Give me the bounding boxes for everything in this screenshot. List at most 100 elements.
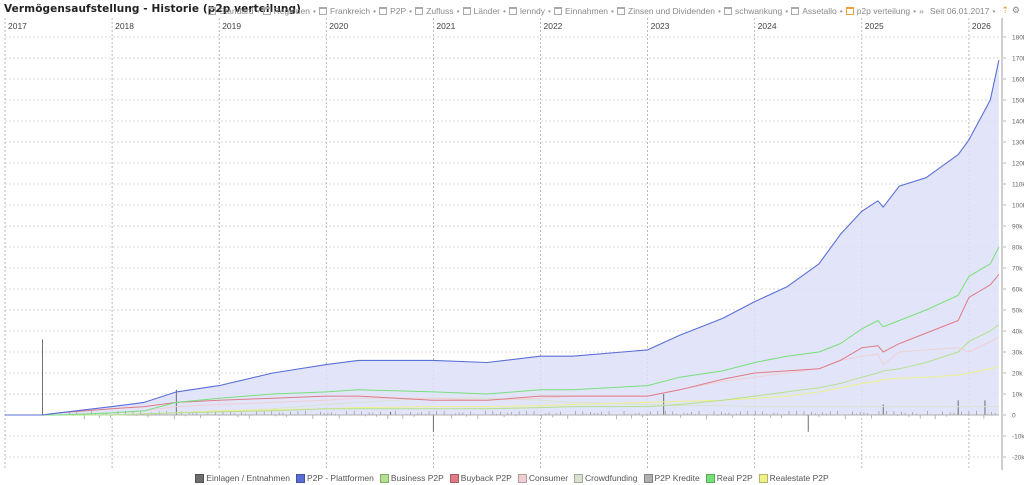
- tab-label: Standard: [219, 5, 254, 16]
- series-line-p2p-plattformen[interactable]: [5, 59, 1000, 416]
- legend-item-einlagen-entnahmen[interactable]: Einlagen / Entnahmen: [195, 473, 290, 483]
- tab-separator: •: [992, 5, 996, 16]
- x-tick-label: 2022: [544, 21, 563, 31]
- tab-separator: •: [717, 5, 721, 16]
- tab-separator: •: [548, 5, 552, 16]
- legend-item-crowdfunding[interactable]: Crowdfunding: [574, 473, 638, 483]
- y-tick-label: 20k: [1012, 371, 1023, 378]
- y-tick-label: 10k: [1012, 392, 1023, 399]
- y-tick-label: 90k: [1012, 224, 1023, 231]
- y-tick-label: -20k: [1012, 455, 1024, 462]
- y-tick-label: 0: [1012, 413, 1016, 420]
- legend-label: Realestate P2P: [769, 473, 829, 483]
- tab-separator: •: [456, 5, 460, 16]
- tab-label: Einnahmen: [565, 5, 609, 16]
- tab-separator: •: [256, 5, 260, 16]
- tab-separator: •: [503, 5, 506, 16]
- x-tick-label: 2021: [436, 21, 455, 31]
- tab-einnahmen[interactable]: Einnahmen: [554, 6, 608, 16]
- legend-item-realestate-p2p[interactable]: Realestate P2P: [758, 473, 829, 483]
- y-tick-label: 50k: [1012, 308, 1023, 315]
- tab-separator: •: [409, 5, 413, 16]
- more-tabs-button[interactable]: »: [919, 5, 924, 16]
- chart-header: Vermögensaufstellung - Historie (p2p ver…: [0, 0, 1024, 20]
- legend-item-consumer[interactable]: Consumer: [517, 473, 568, 483]
- legend-label: Buyback P2P: [460, 473, 512, 483]
- tab-separator: •: [611, 5, 615, 16]
- tab-p2p[interactable]: P2P: [379, 6, 406, 16]
- legend-swatch: [705, 473, 715, 483]
- legend-swatch: [758, 473, 768, 483]
- y-tick-label: 180k: [1012, 35, 1024, 42]
- legend-label: Crowdfunding: [585, 473, 638, 483]
- legend-swatch: [517, 473, 527, 483]
- tab-regionen[interactable]: Regionen: [262, 6, 310, 16]
- legend-label: P2P - Plattformen: [306, 473, 374, 483]
- legend-swatch: [379, 473, 389, 483]
- legend-item-p2p-kredite[interactable]: P2P Kredite: [643, 473, 700, 483]
- tab-calendar-icon: [318, 6, 327, 15]
- tab-calendar-icon: [508, 6, 517, 15]
- tab-calendar-icon: [379, 6, 388, 15]
- legend-item-buyback-p2p[interactable]: Buyback P2P: [449, 473, 512, 483]
- y-tick-label: -10k: [1012, 434, 1024, 441]
- tab-p2p-verteilung[interactable]: p2p verteilung: [845, 5, 911, 16]
- chart-title: Vermögensaufstellung - Historie (p2p ver…: [4, 3, 301, 15]
- tab-assetallo[interactable]: Assetallo: [791, 6, 837, 16]
- x-tick-label: 2025: [865, 21, 884, 31]
- view-tabs: Standard • Regionen • Frankreich • P2P • Zufluss…: [208, 5, 1020, 16]
- series-line-buyback-p2p[interactable]: [5, 273, 1000, 416]
- legend-label: Business P2P: [390, 473, 444, 483]
- tab-calendar-icon: [791, 6, 800, 15]
- y-tick-label: 170k: [1012, 56, 1024, 63]
- tab-lenndy[interactable]: lenndy: [508, 6, 545, 16]
- x-tick-label: 2019: [222, 21, 241, 31]
- tab-schwankung[interactable]: schwankung: [723, 6, 782, 16]
- history-chart: 180k 170k 160k 150k 140k 130k 120k 110k 100k 90k 8…: [4, 18, 1024, 470]
- legend-label: Einlagen / Entnahmen: [206, 473, 290, 483]
- legend-item-business-p2p[interactable]: Business P2P: [379, 473, 444, 483]
- x-tick-label: 2023: [651, 21, 670, 31]
- tab-separator: •: [785, 5, 789, 16]
- tab-zufluss[interactable]: Zufluss: [415, 5, 454, 16]
- series-line-business-p2p[interactable]: [5, 324, 1000, 416]
- upload-icon[interactable]: ⇡: [1001, 5, 1009, 15]
- tab-calendar-icon: [845, 6, 854, 15]
- x-tick-label: 2024: [758, 21, 777, 31]
- legend-label: P2P Kredite: [654, 473, 700, 483]
- y-tick-label: 40k: [1012, 329, 1023, 336]
- legend-swatch: [295, 473, 305, 483]
- area-p2p-plattformen: [5, 60, 999, 415]
- y-tick-label: 130k: [1012, 140, 1024, 147]
- legend-swatch: [574, 473, 584, 483]
- y-tick-label: 60k: [1012, 287, 1023, 294]
- legend-item-p2p-plattformen[interactable]: P2P - Plattformen: [295, 473, 374, 483]
- tab-frankreich[interactable]: Frankreich: [318, 5, 371, 16]
- y-tick-label: 110k: [1012, 182, 1024, 189]
- tab-label: p2p verteilung: [856, 5, 911, 16]
- series-line-real-p2p[interactable]: [5, 246, 1000, 416]
- y-tick-label: 140k: [1012, 119, 1024, 126]
- legend-swatch: [449, 473, 459, 483]
- tab-zinsen-und-dividenden[interactable]: Zinsen und Dividenden: [617, 6, 715, 16]
- x-tick-label: 2026: [972, 21, 991, 31]
- y-tick-label: 160k: [1012, 77, 1024, 84]
- tab-label: P2P: [390, 5, 407, 16]
- legend-item-real-p2p[interactable]: Real P2P: [705, 473, 753, 483]
- chart-legend: Einlagen / Entnahmen P2P - Plattformen Bus…: [0, 473, 1024, 483]
- gear-icon[interactable]: ⚙: [1011, 5, 1020, 15]
- tab-label: Frankreich: [329, 5, 371, 16]
- y-tick-label: 70k: [1012, 266, 1023, 273]
- tab-calendar-icon: [723, 6, 732, 15]
- legend-swatch: [195, 473, 205, 483]
- since-date-button[interactable]: Seit 06.01.2017: [929, 5, 990, 16]
- y-tick-label: 30k: [1012, 350, 1023, 357]
- tab-calendar-icon: [462, 6, 471, 15]
- tab-calendar-icon: [415, 6, 424, 15]
- tab-label: Zufluss: [426, 5, 454, 16]
- tab-separator: •: [312, 5, 316, 16]
- tab-calendar-icon: [208, 6, 217, 15]
- tab-standard[interactable]: Standard: [208, 6, 254, 16]
- tab-calendar-icon: [262, 6, 271, 15]
- tab-länder[interactable]: Länder: [462, 6, 500, 16]
